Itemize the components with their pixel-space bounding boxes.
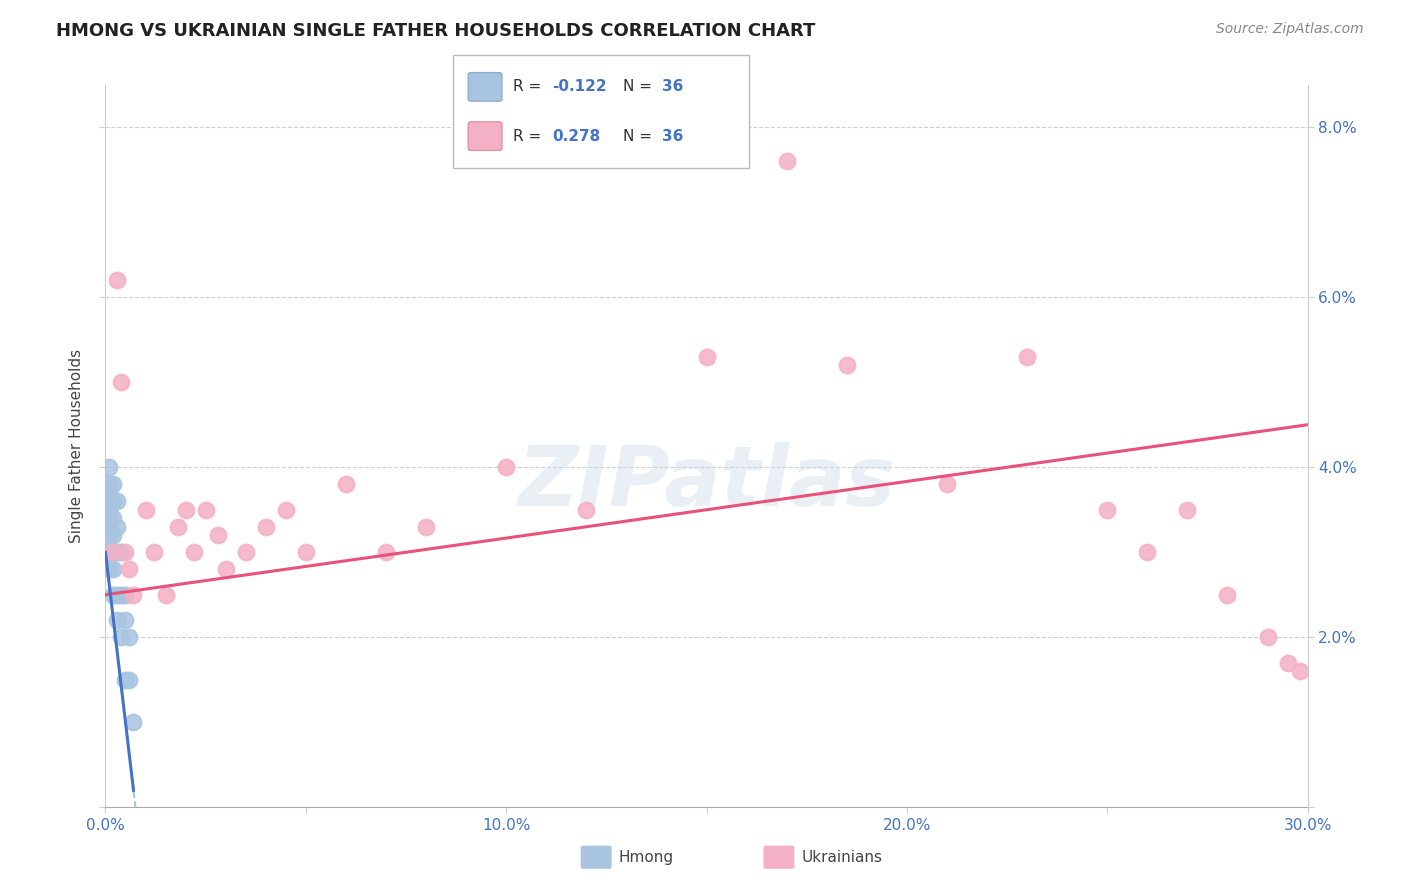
Point <box>98 477 121 491</box>
Point <box>118 673 141 687</box>
Text: Ukrainians: Ukrainians <box>801 850 883 864</box>
Point <box>98 485 121 500</box>
Point <box>107 588 129 602</box>
Point <box>107 545 129 559</box>
Point <box>98 520 121 534</box>
Point <box>98 494 121 508</box>
Point <box>122 715 145 730</box>
Point <box>103 588 125 602</box>
Point <box>94 494 117 508</box>
Point <box>110 545 132 559</box>
Point <box>183 545 205 559</box>
Text: R =: R = <box>513 79 547 95</box>
Point <box>110 376 132 390</box>
Point <box>103 545 125 559</box>
Point <box>1136 545 1159 559</box>
Point <box>118 562 141 576</box>
Point <box>114 588 136 602</box>
Point <box>1257 630 1279 644</box>
Point <box>110 588 132 602</box>
Point <box>135 502 157 516</box>
Text: Source: ZipAtlas.com: Source: ZipAtlas.com <box>1216 22 1364 37</box>
Point <box>696 350 718 364</box>
Point <box>114 613 136 627</box>
Point <box>107 494 129 508</box>
Point <box>936 477 959 491</box>
Point <box>235 545 257 559</box>
Point <box>835 358 858 372</box>
Point <box>98 460 121 475</box>
Point <box>415 520 437 534</box>
Point <box>98 528 121 542</box>
Text: 0.278: 0.278 <box>553 128 600 144</box>
Point <box>114 545 136 559</box>
Point <box>107 273 129 287</box>
Point <box>103 477 125 491</box>
Point <box>118 630 141 644</box>
Point <box>103 511 125 525</box>
Text: R =: R = <box>513 128 547 144</box>
Point <box>1017 350 1039 364</box>
Point <box>94 502 117 516</box>
Point <box>495 460 517 475</box>
Point <box>98 545 121 559</box>
Point <box>94 545 117 559</box>
Text: 36: 36 <box>662 79 683 95</box>
Point <box>295 545 318 559</box>
Point <box>103 545 125 559</box>
Point <box>1216 588 1239 602</box>
Point <box>254 520 277 534</box>
Point <box>1288 665 1310 679</box>
Text: N =: N = <box>623 128 657 144</box>
Point <box>107 520 129 534</box>
Point <box>274 502 297 516</box>
Point <box>98 511 121 525</box>
Point <box>103 562 125 576</box>
Point <box>103 528 125 542</box>
Text: Hmong: Hmong <box>619 850 673 864</box>
Point <box>335 477 357 491</box>
Point <box>114 673 136 687</box>
Point <box>1097 502 1119 516</box>
Point <box>94 520 117 534</box>
Point <box>103 494 125 508</box>
Point <box>776 154 799 169</box>
Y-axis label: Single Father Households: Single Father Households <box>69 349 84 543</box>
Point <box>374 545 398 559</box>
Point <box>122 588 145 602</box>
Point <box>207 528 229 542</box>
Point <box>214 562 236 576</box>
Text: HMONG VS UKRAINIAN SINGLE FATHER HOUSEHOLDS CORRELATION CHART: HMONG VS UKRAINIAN SINGLE FATHER HOUSEHO… <box>56 22 815 40</box>
Point <box>166 520 188 534</box>
Point <box>98 562 121 576</box>
Text: ZIPatlas: ZIPatlas <box>517 442 896 523</box>
Point <box>110 630 132 644</box>
Point <box>94 477 117 491</box>
Point <box>98 502 121 516</box>
Point <box>107 613 129 627</box>
Point <box>1177 502 1199 516</box>
Point <box>155 588 177 602</box>
Point <box>174 502 197 516</box>
Text: 36: 36 <box>662 128 683 144</box>
Text: N =: N = <box>623 79 657 95</box>
Point <box>142 545 165 559</box>
Point <box>194 502 217 516</box>
Text: -0.122: -0.122 <box>553 79 607 95</box>
Point <box>1277 656 1299 670</box>
Point <box>575 502 598 516</box>
